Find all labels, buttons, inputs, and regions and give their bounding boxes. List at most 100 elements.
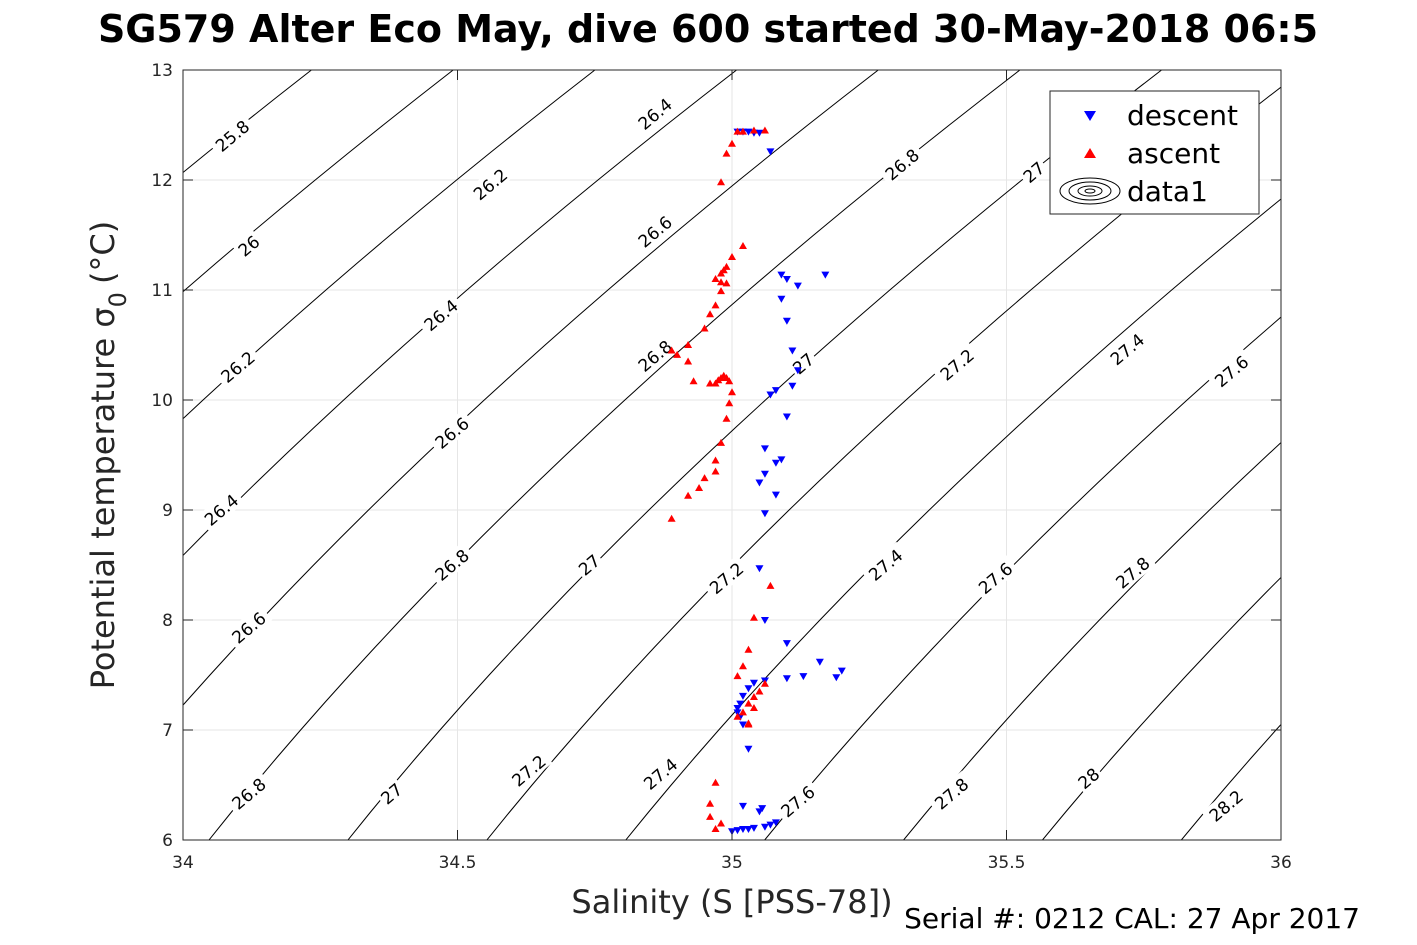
ascent-point: [673, 350, 682, 358]
ascent-point: [760, 126, 769, 134]
contour-label-bg: [630, 90, 679, 136]
ascent-point: [760, 679, 769, 687]
ascent-point: [744, 645, 753, 653]
descent-point: [771, 491, 780, 499]
ascent-point: [717, 178, 726, 186]
contour-label-bg: [926, 770, 976, 816]
contour-label-bg: [773, 778, 822, 824]
descent-point: [744, 685, 753, 693]
descent-point: [744, 128, 753, 136]
contour-line: [764, 316, 1281, 840]
x-tick-label: 35.5: [988, 853, 1026, 873]
chart-title: SG579 Alter Eco May, dive 600 started 30…: [98, 7, 1318, 51]
contour-label-bg: [701, 554, 750, 600]
contour-label-bg: [1102, 326, 1151, 372]
ascent-point: [749, 126, 758, 134]
ascent-point: [733, 712, 742, 720]
y-axis-label: Potential temperature σ0 (°C): [84, 221, 132, 690]
descent-point: [738, 692, 747, 700]
descent-point: [782, 640, 791, 648]
ascent-point: [684, 357, 693, 365]
footer-serial-cal: Serial #: 0212 CAL: 27 Apr 2017: [904, 902, 1360, 935]
ascent-point: [749, 693, 758, 700]
ascent-point: [711, 825, 720, 832]
ascent-point: [717, 278, 726, 286]
contour-label-bg: [224, 770, 273, 816]
ascent-point: [749, 704, 758, 711]
descent-point: [799, 673, 808, 681]
y-tick-label: 8: [162, 611, 173, 631]
legend-ascent-marker: [1084, 148, 1096, 158]
contour-line: [183, 70, 880, 706]
contour-lines: [183, 70, 1281, 840]
descent-point: [782, 413, 791, 421]
contour-label-bg: [970, 554, 1019, 600]
descent-point: [749, 679, 758, 687]
legend: descent ascent data1: [1049, 90, 1260, 215]
contour-label-bg: [1201, 782, 1250, 828]
ascent-point: [766, 581, 775, 589]
x-tick-label: 36: [1270, 853, 1292, 873]
ascent-point: [722, 414, 731, 422]
descent-point: [782, 317, 791, 325]
legend-data1-marker: [1059, 177, 1121, 205]
descent-point: [771, 819, 780, 827]
descent-point: [760, 470, 769, 478]
ascent-point: [711, 379, 720, 387]
ascent-point: [722, 149, 731, 157]
ascent-point: [749, 613, 758, 621]
descent-point: [736, 700, 745, 708]
contour-label-bg: [224, 604, 273, 650]
ascent-point: [706, 379, 715, 387]
ascent-point: [728, 139, 736, 147]
descent-point: [733, 705, 742, 712]
contour-line: [183, 70, 596, 420]
contour-label-bg: [635, 750, 685, 796]
descent-point: [771, 459, 780, 467]
descent-point: [755, 479, 764, 487]
descent-point: [782, 675, 791, 683]
ascent-point: [700, 324, 709, 332]
descent-point: [744, 826, 753, 833]
contour-label-bg: [196, 486, 245, 532]
y-axis-label-unit: (°C): [84, 221, 122, 284]
ascent-point: [706, 310, 715, 318]
descent-point: [821, 271, 830, 279]
descent-point: [793, 282, 802, 290]
contour-label-bg: [504, 747, 553, 793]
legend-ascent-label: ascent: [1127, 137, 1220, 170]
contour-label-bg: [1071, 761, 1105, 794]
contour-label-bg: [932, 341, 981, 387]
descent-point: [744, 745, 753, 753]
descent-point: [815, 658, 824, 666]
ascent-point: [728, 253, 736, 260]
legend-data1-label: data1: [1127, 175, 1208, 208]
contour-line: [347, 70, 1163, 840]
descent-point: [760, 823, 769, 831]
ascent-point: [700, 474, 709, 482]
ascent-point: [738, 127, 747, 135]
contour-label-bg: [213, 343, 262, 389]
ascent-point: [738, 708, 747, 716]
descent-point: [837, 667, 846, 675]
contour-label-bg: [231, 229, 265, 262]
ascent-point: [744, 699, 753, 707]
contour-label-bg: [1016, 155, 1050, 188]
descent-point: [777, 271, 786, 279]
y-axis-label-sub: 0: [104, 292, 132, 307]
ascent-point: [717, 819, 726, 827]
ascent-point: [733, 672, 742, 680]
descent-point: [755, 565, 764, 573]
contour-label-bg: [416, 292, 465, 337]
ascent-point: [667, 514, 676, 522]
descent-point: [760, 445, 769, 453]
data-points: [667, 126, 846, 836]
y-tick-label: 10: [151, 391, 173, 411]
contour-label-bg: [861, 541, 910, 587]
y-axis-ticks: 6 7 8 9 10 11 12 13: [151, 61, 1281, 851]
ascent-point: [684, 491, 693, 499]
legend-descent-label: descent: [1127, 99, 1238, 132]
descent-point: [832, 674, 841, 682]
contour-label-bg: [877, 141, 926, 187]
